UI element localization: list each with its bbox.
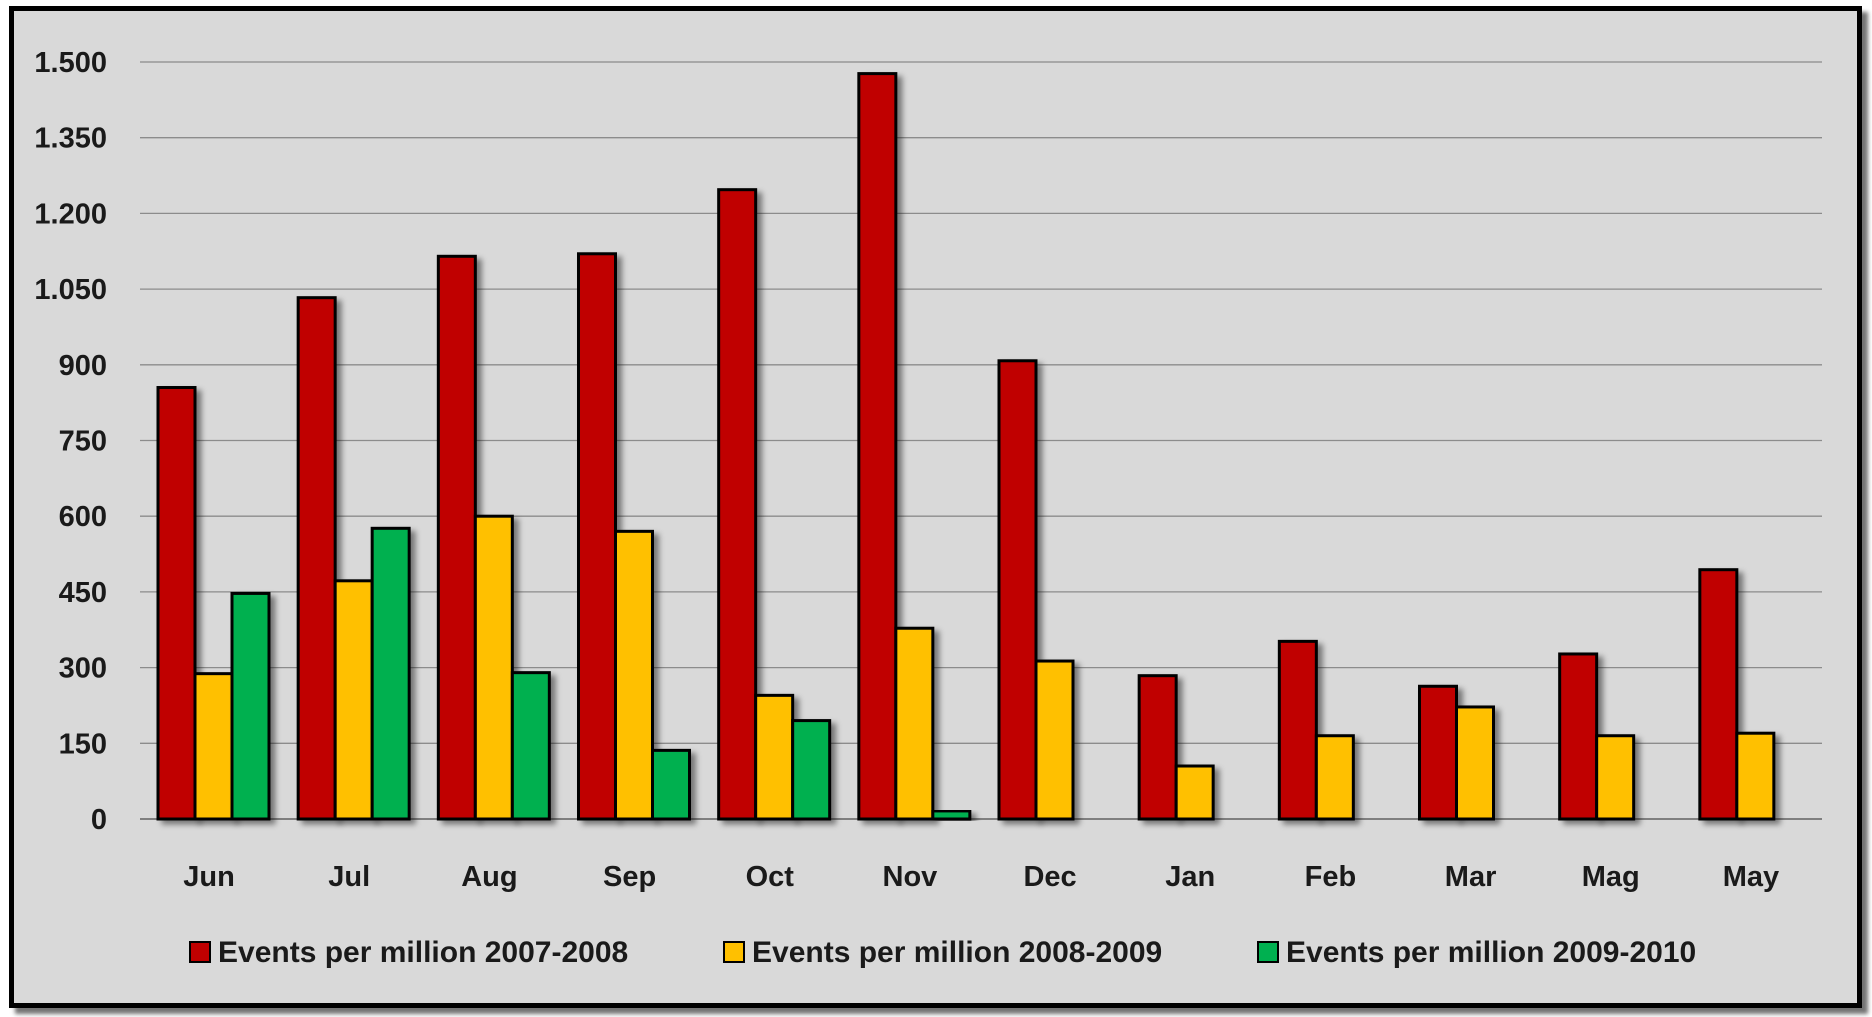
x-tick-label: Nov xyxy=(883,861,938,893)
x-tick-label: Sep xyxy=(603,861,656,893)
bar-2-jul xyxy=(333,579,374,821)
bar-2-may xyxy=(1735,731,1776,821)
y-tick-label: 300 xyxy=(59,653,107,685)
bar-3-sep xyxy=(651,748,691,821)
bar-1-nov xyxy=(857,72,898,821)
bar-3-nov xyxy=(931,809,972,821)
bar-1-may xyxy=(1698,568,1739,821)
y-tick-label: 750 xyxy=(59,426,107,458)
x-tick-label: Jun xyxy=(183,861,235,893)
x-axis-tick-labels: Jun Jul Aug Sep Oct Nov Dec Jan Feb Mar Mag May xyxy=(183,861,1779,893)
legend-label: Events per million 2007-2008 xyxy=(218,936,628,969)
bar-2-mag xyxy=(1595,734,1636,821)
bar-2-jun xyxy=(193,672,234,821)
x-tick-label: Mag xyxy=(1582,861,1640,893)
y-tick-label: 450 xyxy=(59,577,107,609)
bar-2-sep xyxy=(614,529,654,821)
legend-label: Events per million 2008-2009 xyxy=(752,936,1162,969)
bars xyxy=(156,72,1776,821)
bar-1-jun xyxy=(156,386,197,821)
y-tick-label: 1.500 xyxy=(34,47,107,79)
legend-swatch xyxy=(1257,941,1279,963)
bar-2-dec xyxy=(1034,659,1075,821)
bar-2-feb xyxy=(1314,734,1355,821)
x-tick-label: Feb xyxy=(1305,861,1357,893)
y-tick-label: 1.050 xyxy=(34,274,107,306)
legend: Events per million 2007-2008 Events per m… xyxy=(189,936,1696,969)
y-tick-label: 600 xyxy=(59,501,107,533)
bar-1-oct xyxy=(717,188,758,821)
bar-3-aug xyxy=(510,671,551,821)
bar-1-jul xyxy=(296,296,337,821)
bar-2-mar xyxy=(1455,705,1495,821)
legend-swatch xyxy=(723,941,745,963)
bar-1-jan xyxy=(1137,674,1178,821)
bar-1-sep xyxy=(577,252,617,821)
x-tick-label: Jan xyxy=(1165,861,1215,893)
bar-2-aug xyxy=(473,514,514,821)
bar-2-oct xyxy=(754,693,795,821)
y-tick-label: 900 xyxy=(59,350,107,382)
y-tick-label: 0 xyxy=(91,804,107,836)
x-tick-label: May xyxy=(1723,861,1779,893)
bar-1-mar xyxy=(1418,684,1458,821)
bar-1-mag xyxy=(1558,652,1599,821)
bar-1-feb xyxy=(1277,639,1318,821)
x-tick-label: Mar xyxy=(1445,861,1497,893)
x-tick-label: Oct xyxy=(746,861,795,893)
y-tick-label: 150 xyxy=(59,728,107,760)
bar-3-jun xyxy=(230,591,271,821)
bar-1-aug xyxy=(436,254,477,821)
bar-3-jul xyxy=(370,526,411,821)
y-axis-tick-labels: 0 150 300 450 600 750 900 1.050 1.200 1.350 1.500 xyxy=(34,47,107,836)
legend-swatch xyxy=(189,941,211,963)
bar-2-nov xyxy=(894,626,935,821)
legend-label: Events per million 2009-2010 xyxy=(1286,936,1696,969)
y-tick-label: 1.200 xyxy=(34,198,107,230)
y-tick-label: 1.350 xyxy=(34,123,107,155)
x-tick-label: Jul xyxy=(328,861,370,893)
bar-1-dec xyxy=(997,359,1038,821)
bar-2-jan xyxy=(1174,764,1215,821)
x-tick-label: Dec xyxy=(1023,861,1076,893)
x-tick-label: Aug xyxy=(461,861,517,893)
gridlines xyxy=(140,61,1822,820)
bar-3-oct xyxy=(791,719,832,821)
